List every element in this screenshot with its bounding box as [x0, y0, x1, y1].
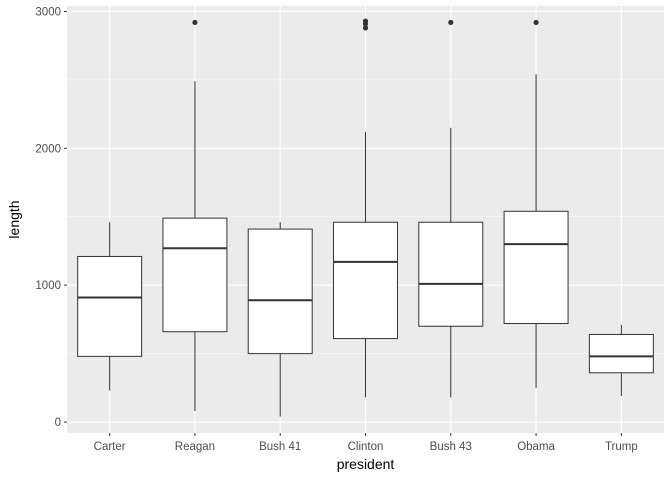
box-obama: [503, 19, 569, 388]
outlier-point: [448, 19, 454, 26]
x-tick-label: Bush 41: [259, 441, 301, 453]
outlier-point: [362, 18, 369, 24]
y-axis-ticks: 0 1000 2000 3000: [35, 6, 67, 429]
y-tick-label: 0: [55, 417, 61, 429]
iqr-box: [162, 217, 228, 333]
iqr-box: [247, 228, 313, 355]
y-axis-title: length: [6, 200, 22, 238]
outlier-point: [362, 25, 369, 31]
x-tick-label: Carter: [94, 441, 126, 453]
iqr-box: [77, 255, 143, 357]
iqr-box: [503, 210, 569, 325]
y-tick-label: 2000: [35, 143, 61, 155]
box-bush-43: [418, 19, 484, 398]
outlier-point: [192, 19, 198, 26]
box-carter: [77, 222, 143, 391]
x-axis-title: president: [337, 456, 395, 472]
x-tick-label: Trump: [605, 441, 638, 453]
x-tick-label: Reagan: [175, 441, 215, 453]
box-trump: [588, 324, 654, 397]
y-tick-label: 3000: [35, 6, 61, 18]
iqr-box: [588, 333, 654, 374]
boxes: [77, 18, 654, 417]
iqr-box: [418, 221, 484, 327]
box-bush-41: [247, 222, 313, 417]
box-reagan: [162, 19, 228, 412]
x-tick-label: Bush 43: [430, 441, 472, 453]
iqr-box: [333, 221, 398, 340]
outlier-point: [533, 19, 539, 26]
x-tick-label: Obama: [517, 441, 555, 453]
x-axis-ticks: Carter Reagan Bush 41 Clinton Bush 43 Obama Tr…: [94, 433, 638, 453]
y-tick-label: 1000: [35, 280, 61, 292]
x-tick-label: Clinton: [348, 441, 384, 453]
box-clinton: [333, 18, 398, 398]
